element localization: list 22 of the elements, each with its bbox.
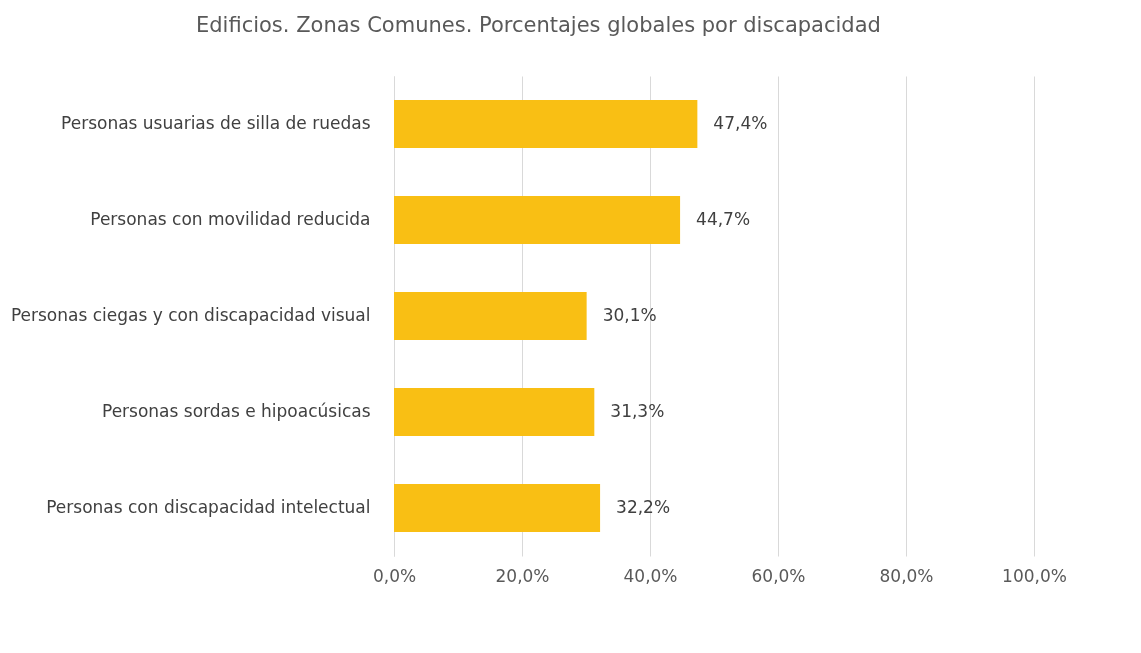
bar bbox=[394, 292, 587, 340]
bar bbox=[394, 100, 698, 148]
y-tick-label: Personas con discapacidad intelectual bbox=[46, 497, 371, 517]
y-tick-label: Personas usuarias de silla de ruedas bbox=[61, 113, 371, 133]
x-tick-label: 40,0% bbox=[623, 565, 678, 586]
y-tick-label: Personas con movilidad reducida bbox=[90, 209, 371, 229]
bar bbox=[394, 388, 595, 436]
data-label: 30,1% bbox=[602, 305, 657, 325]
y-tick-label: Personas ciegas y con discapacidad visual bbox=[10, 305, 371, 325]
x-tick-label: 80,0% bbox=[879, 565, 934, 586]
bar bbox=[394, 484, 601, 532]
data-label: 31,3% bbox=[610, 401, 665, 421]
x-tick-label: 20,0% bbox=[495, 565, 550, 586]
x-tick-label: 0,0% bbox=[372, 565, 417, 586]
y-tick-label: Personas sordas e hipoacúsicas bbox=[101, 401, 371, 421]
x-tick-label: 100,0% bbox=[1002, 565, 1067, 586]
bar bbox=[394, 196, 681, 244]
chart-title: Edificios. Zonas Comunes. Porcentajes globales por discapacidad bbox=[195, 13, 881, 37]
data-label: 32,2% bbox=[616, 497, 671, 517]
data-label: 47,4% bbox=[713, 113, 768, 133]
x-tick-label: 60,0% bbox=[751, 565, 806, 586]
data-label: 44,7% bbox=[696, 209, 751, 229]
